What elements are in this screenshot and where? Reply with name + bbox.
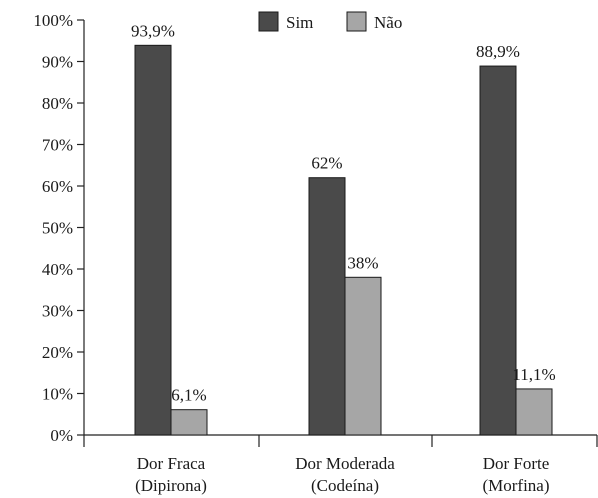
x-category-label-line: (Codeína) bbox=[311, 476, 379, 495]
bar-sim-3 bbox=[479, 65, 517, 436]
data-labels: 93,9% 62% 88,9% 6,1% 38% 11,1% bbox=[131, 21, 556, 404]
data-label: 62% bbox=[311, 154, 342, 173]
y-tick-label: 90% bbox=[42, 53, 73, 72]
y-tick-label: 0% bbox=[50, 426, 73, 445]
data-label: 6,1% bbox=[171, 386, 206, 405]
bar-no-1 bbox=[170, 409, 208, 436]
x-category-label: Dor Forte (Morfina) bbox=[482, 454, 549, 495]
y-tick-label: 50% bbox=[42, 219, 73, 238]
legend-label: Não bbox=[374, 13, 402, 32]
x-category-label-line: Dor Fraca bbox=[137, 454, 206, 473]
x-category-label: Dor Moderada (Codeína) bbox=[295, 454, 395, 495]
bar-sim-2 bbox=[308, 177, 346, 436]
bar-no-2 bbox=[344, 276, 382, 436]
data-label: 38% bbox=[347, 253, 378, 272]
x-category-label-line: (Morfina) bbox=[482, 476, 549, 495]
bar-no-3 bbox=[515, 388, 553, 436]
legend-swatch bbox=[258, 11, 279, 32]
bars bbox=[134, 44, 553, 436]
y-tick-label: 10% bbox=[42, 385, 73, 404]
legend-label: Sim bbox=[286, 13, 313, 32]
y-tick-label: 70% bbox=[42, 136, 73, 155]
x-category-label-line: Dor Moderada bbox=[295, 454, 395, 473]
y-tick-label: 60% bbox=[42, 177, 73, 196]
y-tick-label: 30% bbox=[42, 302, 73, 321]
y-axis: 0% 10% 20% 30% 40% 50% 60% 70% 80% 90% 100% bbox=[33, 11, 85, 445]
x-category-label: Dor Fraca (Dipirona) bbox=[135, 454, 207, 495]
y-tick-label: 100% bbox=[33, 11, 73, 30]
data-label: 11,1% bbox=[512, 365, 555, 384]
data-label: 88,9% bbox=[476, 42, 520, 61]
data-label: 93,9% bbox=[131, 21, 175, 40]
y-tick-label: 40% bbox=[42, 260, 73, 279]
legend: Sim Não bbox=[258, 11, 402, 32]
legend-swatch bbox=[346, 11, 367, 32]
x-category-label-line: Dor Forte bbox=[483, 454, 550, 473]
x-category-label-line: (Dipirona) bbox=[135, 476, 207, 495]
y-tick-label: 20% bbox=[42, 343, 73, 362]
bar-sim-1 bbox=[134, 44, 172, 436]
x-axis: Dor Fraca (Dipirona) Dor Moderada (Codeína)… bbox=[83, 434, 598, 495]
y-tick-label: 80% bbox=[42, 94, 73, 113]
